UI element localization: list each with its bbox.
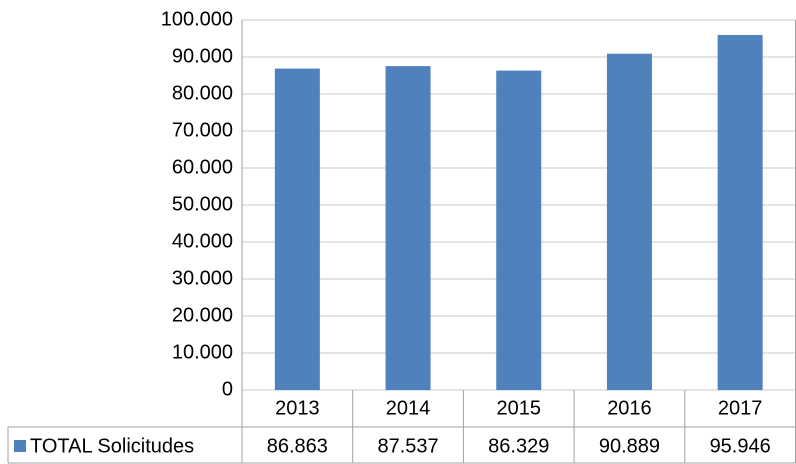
bar: [274, 68, 320, 390]
legend-key: [14, 440, 26, 452]
y-tick-label: 100.000: [161, 8, 233, 30]
bar: [496, 70, 542, 390]
y-tick-label: 40.000: [172, 230, 233, 252]
bar: [717, 34, 763, 390]
data-table-value: 87.537: [377, 435, 438, 457]
y-tick-label: 90.000: [172, 45, 233, 67]
y-tick-label: 20.000: [172, 304, 233, 326]
x-tick-label: 2015: [497, 397, 542, 419]
y-tick-label: 30.000: [172, 267, 233, 289]
x-tick-label: 2014: [386, 397, 431, 419]
y-tick-label: 70.000: [172, 119, 233, 141]
x-tick-label: 2017: [718, 397, 763, 419]
y-tick-label: 50.000: [172, 193, 233, 215]
legend-label: TOTAL Solicitudes: [30, 435, 194, 457]
x-tick-label: 2013: [275, 397, 320, 419]
data-table-value: 90.889: [599, 435, 660, 457]
y-tick-label: 60.000: [172, 156, 233, 178]
bar: [385, 66, 431, 390]
x-tick-label: 2016: [607, 397, 652, 419]
y-tick-label: 80.000: [172, 82, 233, 104]
bar: [606, 53, 652, 391]
y-tick-label: 0: [222, 378, 233, 400]
data-table-value: 86.863: [267, 435, 328, 457]
data-table-value: 86.329: [488, 435, 549, 457]
data-table-value: 95.946: [710, 435, 771, 457]
y-tick-label: 10.000: [172, 341, 233, 363]
